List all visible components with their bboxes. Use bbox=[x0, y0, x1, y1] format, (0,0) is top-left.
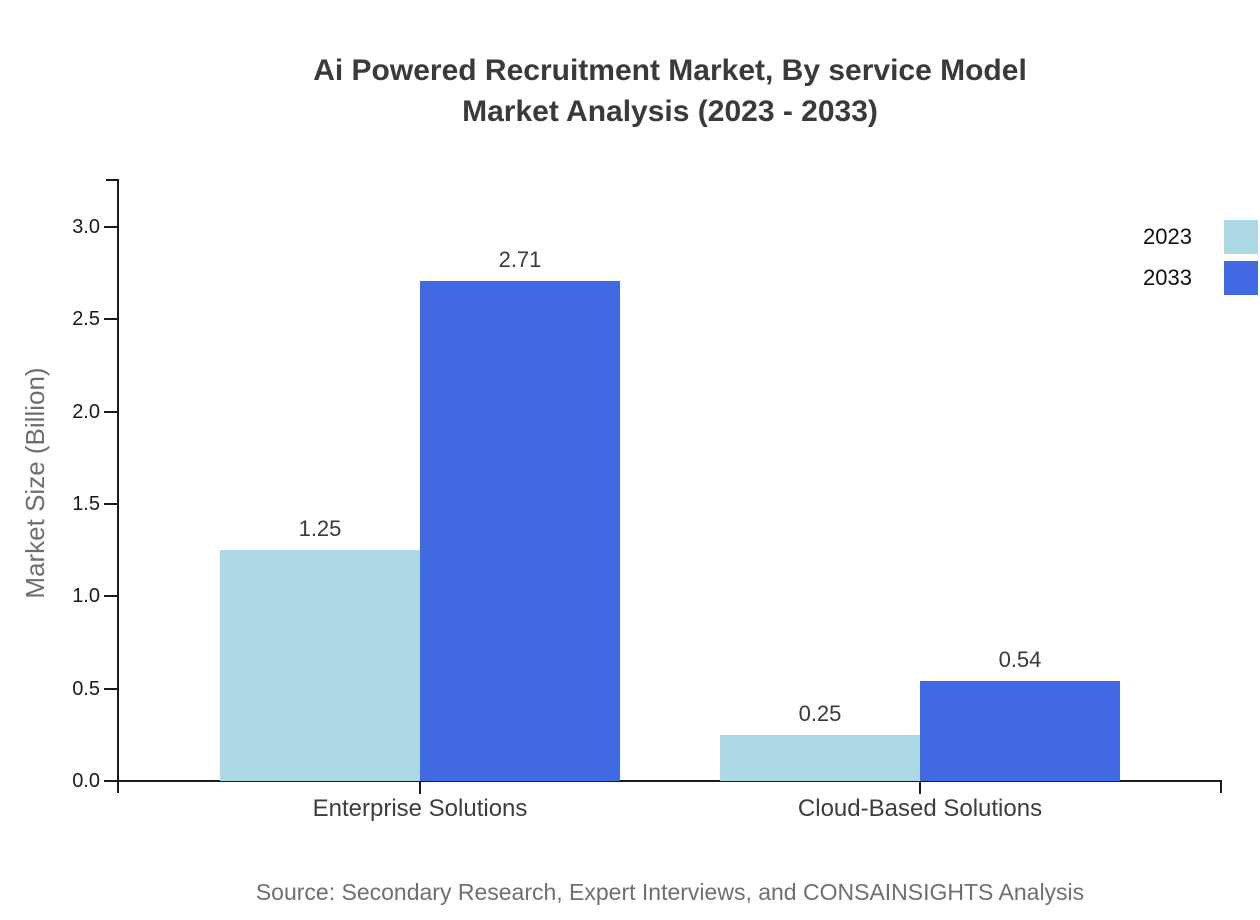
chart-title-line2: Market Analysis (2023 - 2033) bbox=[462, 95, 878, 128]
bar-value-label: 2.71 bbox=[498, 247, 542, 272]
x-category-label: Cloud-Based Solutions bbox=[797, 795, 1043, 822]
y-tick bbox=[104, 595, 118, 598]
y-tick-label: 0.0 bbox=[72, 770, 100, 792]
y-tick bbox=[104, 502, 118, 505]
legend-swatch-2033 bbox=[1224, 261, 1258, 295]
x-category-label: Enterprise Solutions bbox=[312, 795, 528, 822]
y-tick-label: 0.5 bbox=[72, 677, 100, 700]
bar-2023-cloud-based-solutions bbox=[720, 735, 920, 781]
y-tick-label: 2.0 bbox=[72, 400, 100, 423]
y-tick-label: 3.0 bbox=[72, 215, 100, 238]
bar-value-label: 1.25 bbox=[298, 516, 342, 541]
legend-label-2023: 2023 bbox=[1143, 224, 1192, 249]
bar-2033-cloud-based-solutions bbox=[920, 681, 1120, 781]
bar-value-label: 0.25 bbox=[798, 701, 842, 726]
y-tick bbox=[104, 780, 118, 782]
legend-swatch-2023 bbox=[1224, 220, 1258, 254]
y-tick-label: 1.5 bbox=[72, 492, 100, 515]
x-tick bbox=[919, 781, 921, 794]
bar-2033-enterprise-solutions bbox=[420, 281, 620, 781]
y-tick bbox=[104, 687, 118, 690]
y-axis-spine bbox=[117, 180, 119, 793]
y-tick-label: 1.0 bbox=[72, 585, 100, 608]
x-axis-spine bbox=[117, 780, 1222, 782]
chart-title-line1: Ai Powered Recruitment Market, By servic… bbox=[313, 54, 1027, 87]
bar-2023-enterprise-solutions bbox=[220, 550, 420, 781]
y-tick bbox=[104, 410, 118, 413]
y-tick-label: 2.5 bbox=[72, 308, 100, 331]
x-axis-end-cap bbox=[1220, 780, 1222, 793]
legend-label-2033: 2033 bbox=[1143, 265, 1192, 290]
source-note: Source: Secondary Research, Expert Inter… bbox=[255, 879, 1085, 905]
bar-value-label: 0.54 bbox=[998, 647, 1042, 672]
chart-title: Ai Powered Recruitment Market, By servic… bbox=[118, 50, 1222, 132]
y-tick bbox=[104, 318, 118, 321]
y-axis-top-cap bbox=[106, 179, 119, 181]
y-tick bbox=[104, 225, 118, 228]
x-tick bbox=[419, 781, 421, 794]
